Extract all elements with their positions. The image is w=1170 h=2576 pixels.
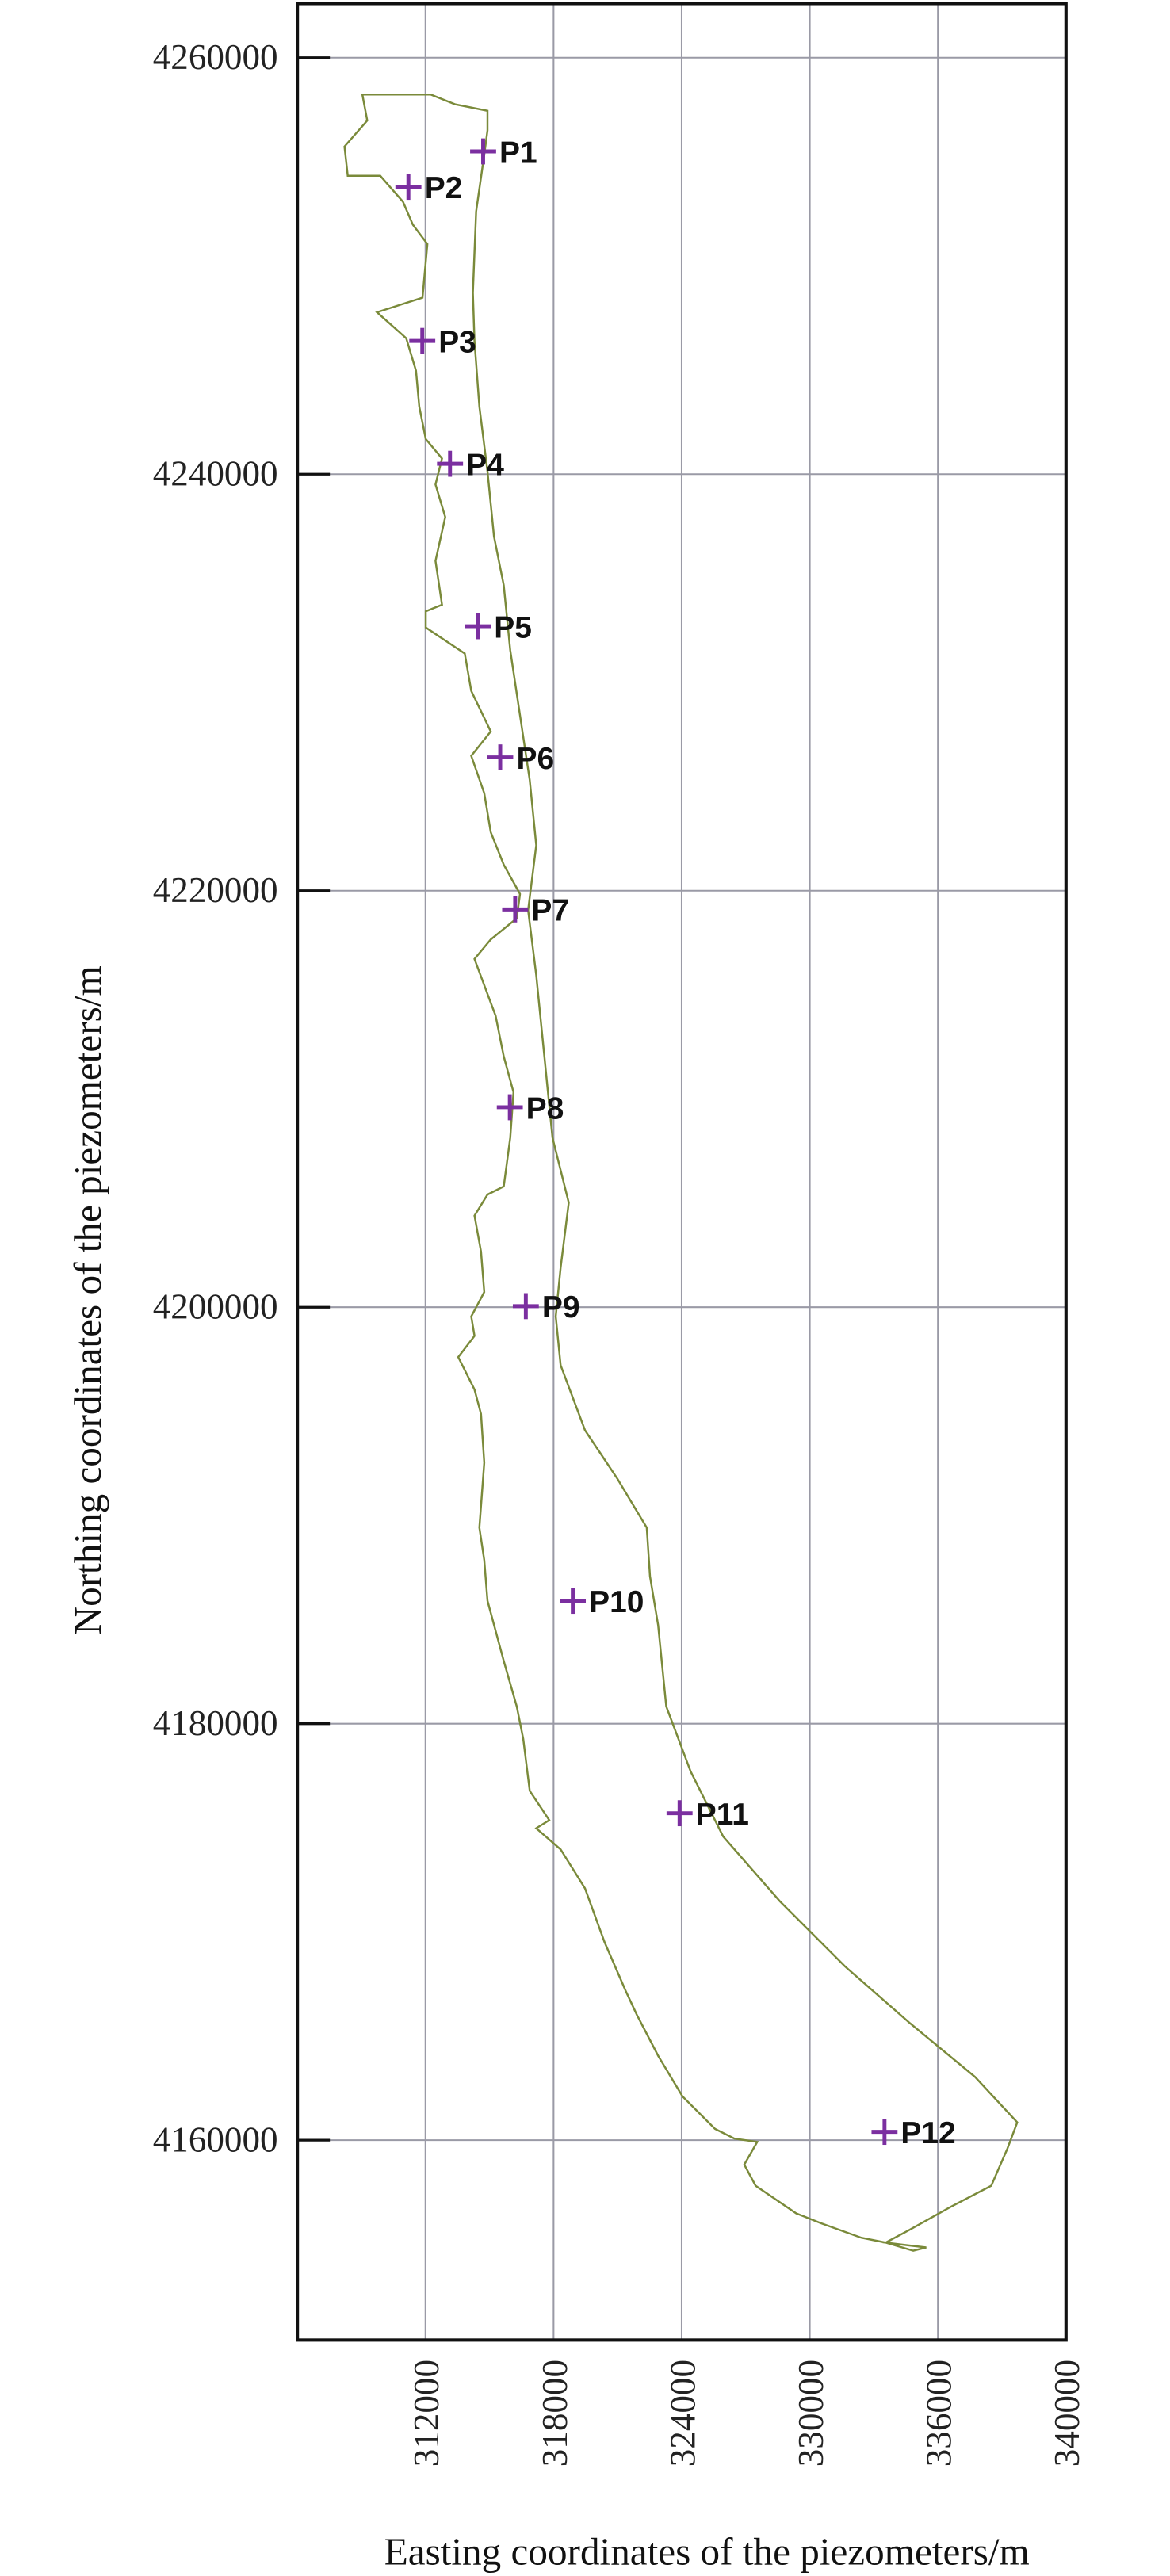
point-label: P8 (526, 1091, 564, 1126)
x-tick-label: 336000 (920, 2360, 959, 2467)
x-tick-label: 330000 (791, 2360, 831, 2467)
point-label: P12 (900, 2116, 955, 2150)
piezometer-p7: P7 (502, 894, 569, 928)
y-tick-label: 4220000 (153, 870, 278, 910)
piezometer-p10: P10 (560, 1585, 644, 1619)
axes (296, 2, 1068, 2342)
y-tick-label: 4260000 (153, 37, 278, 77)
y-tick-label: 4180000 (153, 1703, 278, 1743)
point-label: P10 (589, 1585, 644, 1619)
point-label: P11 (696, 1798, 749, 1832)
y-tick-label: 4240000 (153, 454, 278, 494)
piezometer-p3: P3 (409, 325, 476, 359)
point-label: P4 (466, 448, 504, 482)
point-label: P6 (517, 742, 555, 776)
piezometer-p1: P1 (470, 136, 537, 170)
piezometer-points: P1 P2 P3 P4 P5 P6 P7 P8 P9 P10 P11 P12 (395, 136, 956, 2150)
x-axis-label: Easting coordinates of the piezometers/m (384, 2529, 1030, 2573)
y-axis-label: Northing coordinates of the piezometers/… (66, 965, 109, 1634)
piezometer-p2: P2 (395, 171, 463, 205)
y-tick-label: 4200000 (153, 1287, 278, 1327)
piezometer-p11: P11 (666, 1798, 749, 1832)
study-area-outline (343, 94, 1019, 2252)
x-tick-label: 312000 (407, 2360, 446, 2467)
piezometer-p4: P4 (437, 448, 504, 482)
x-tick-label: 324000 (663, 2360, 702, 2467)
point-label: P5 (494, 610, 532, 644)
plot-frame (296, 2, 1068, 2342)
x-tick-label: 318000 (535, 2360, 575, 2467)
piezometer-p5: P5 (465, 610, 532, 644)
piezometer-p6: P6 (487, 742, 555, 776)
point-label: P2 (425, 171, 463, 205)
x-tick-labels: 312000 318000 324000 330000 336000 340000 (407, 2360, 1087, 2467)
piezometer-p12: P12 (871, 2116, 956, 2150)
point-label: P1 (499, 136, 537, 170)
grid-lines (297, 3, 1066, 2341)
point-label: P7 (531, 894, 569, 928)
x-tick-label: 340000 (1047, 2360, 1087, 2467)
piezometer-p8: P8 (496, 1091, 564, 1126)
y-tick-labels: 4260000 4240000 4220000 4200000 4180000 41600… (153, 37, 278, 2159)
piezometer-p9: P9 (512, 1290, 580, 1324)
point-label: P9 (542, 1290, 580, 1324)
y-tick-label: 4160000 (153, 2119, 278, 2159)
point-label: P3 (438, 325, 476, 359)
